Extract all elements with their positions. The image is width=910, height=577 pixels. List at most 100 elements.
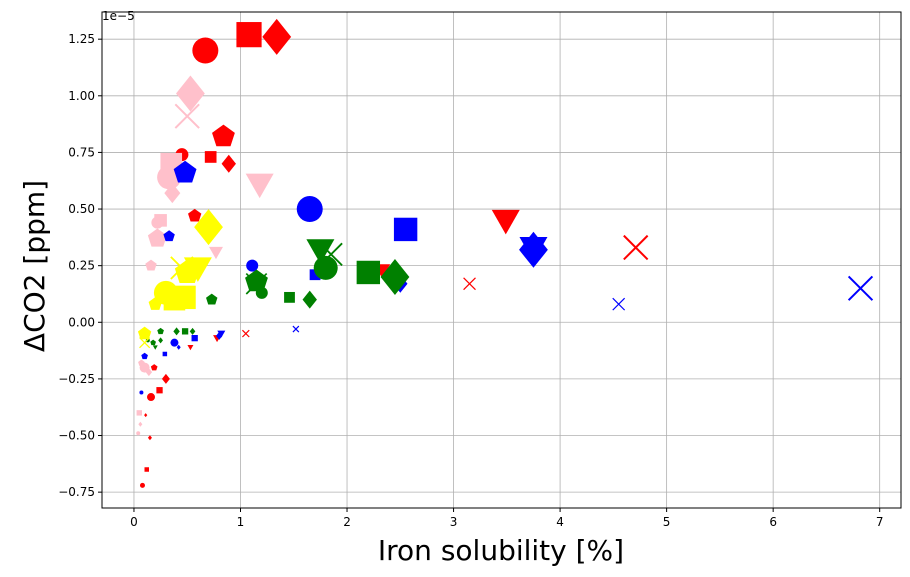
data-point-diamond xyxy=(189,327,196,335)
data-points xyxy=(136,18,874,488)
y-axis-ticks: −0.75 −0.50 −0.25 0.00 0.25 0.50 0.75 1.00 1.25 xyxy=(58,32,102,499)
data-point-circle xyxy=(147,393,156,402)
data-point-pentagon xyxy=(206,293,218,305)
x-tick-label: 7 xyxy=(876,515,884,529)
data-point-diamond xyxy=(380,258,410,295)
data-point-square xyxy=(309,269,321,281)
y-tick-label: −0.25 xyxy=(58,372,95,386)
data-point-triangle_down xyxy=(187,344,194,351)
data-point-triangle_down xyxy=(491,209,520,235)
y-axis-offset-label: 1e−5 xyxy=(102,9,135,23)
data-point-diamond xyxy=(161,373,170,384)
data-point-diamond xyxy=(138,421,143,427)
data-point-pentagon xyxy=(137,326,152,340)
y-tick-label: 0.25 xyxy=(68,259,95,273)
data-point-pentagon xyxy=(148,297,162,310)
data-point-diamond xyxy=(302,290,317,309)
y-tick-label: 1.00 xyxy=(68,89,95,103)
y-tick-label: 0.75 xyxy=(68,145,95,159)
data-point-x xyxy=(623,234,649,261)
y-tick-label: 0.50 xyxy=(68,202,95,216)
x-tick-label: 1 xyxy=(237,515,245,529)
data-point-circle xyxy=(192,37,219,64)
data-point-circle xyxy=(139,390,144,395)
data-point-x xyxy=(292,325,300,333)
data-point-pentagon xyxy=(212,124,235,147)
data-point-diamond xyxy=(194,209,223,246)
data-point-x xyxy=(241,329,250,338)
data-point-diamond xyxy=(173,327,180,336)
data-point-diamond xyxy=(262,18,292,55)
data-point-diamond xyxy=(176,75,205,112)
data-point-diamond xyxy=(144,413,148,418)
data-point-circle xyxy=(246,259,259,272)
data-point-circle xyxy=(170,338,179,347)
data-point-diamond xyxy=(145,368,153,377)
data-point-pentagon xyxy=(245,269,268,292)
data-point-triangle_down xyxy=(306,239,335,264)
data-point-circle xyxy=(136,431,141,436)
data-point-circle xyxy=(296,196,323,223)
data-point-circle xyxy=(151,216,164,229)
data-point-square xyxy=(156,387,163,394)
data-point-diamond xyxy=(215,331,223,340)
grid xyxy=(102,12,901,508)
data-point-diamond xyxy=(158,337,163,344)
data-point-pentagon xyxy=(147,228,167,247)
data-point-circle xyxy=(139,482,145,488)
data-point-square xyxy=(204,151,217,163)
data-point-pentagon xyxy=(150,364,158,371)
x-tick-label: 2 xyxy=(343,515,351,529)
data-point-square xyxy=(172,285,196,310)
data-point-circle xyxy=(145,338,150,343)
data-point-pentagon xyxy=(145,259,157,271)
data-point-diamond xyxy=(221,154,236,173)
data-point-pentagon xyxy=(138,359,145,366)
data-point-square xyxy=(181,328,189,335)
data-point-square xyxy=(356,260,381,285)
y-axis-label: ΔCO2 [ppm] xyxy=(18,180,51,352)
y-tick-label: 0.00 xyxy=(68,315,95,329)
data-point-diamond xyxy=(176,344,181,350)
x-tick-label: 4 xyxy=(556,515,564,529)
data-point-pentagon xyxy=(163,230,175,242)
x-tick-label: 0 xyxy=(130,515,138,529)
data-point-triangle_down xyxy=(183,257,212,282)
x-tick-label: 6 xyxy=(769,515,777,529)
x-tick-label: 3 xyxy=(450,515,458,529)
y-tick-label: −0.75 xyxy=(58,485,95,499)
data-point-x xyxy=(463,277,476,291)
data-point-square xyxy=(393,217,418,242)
data-point-x xyxy=(847,275,874,301)
data-point-x xyxy=(139,337,151,349)
data-point-square xyxy=(236,22,262,48)
data-point-x xyxy=(174,103,200,129)
data-point-circle xyxy=(255,286,268,299)
data-point-pentagon xyxy=(141,352,148,360)
data-point-square xyxy=(284,291,295,303)
data-point-x xyxy=(612,297,626,311)
data-point-diamond xyxy=(519,231,548,268)
data-point-x xyxy=(170,256,194,280)
y-tick-label: −0.50 xyxy=(58,429,95,443)
data-point-pentagon xyxy=(188,208,202,222)
plot-frame xyxy=(101,11,902,509)
y-tick-label: 1.25 xyxy=(68,32,95,46)
data-point-x xyxy=(319,242,343,267)
data-point-pentagon xyxy=(173,160,197,183)
data-point-pentagon xyxy=(150,339,156,346)
x-tick-label: 5 xyxy=(663,515,671,529)
x-axis-ticks: 0 1 2 3 4 5 6 7 xyxy=(130,508,884,529)
x-axis-label: Iron solubility [%] xyxy=(378,534,624,567)
data-point-pentagon xyxy=(157,327,164,335)
data-point-square xyxy=(144,467,149,472)
data-point-square xyxy=(136,410,142,416)
data-point-square xyxy=(162,351,168,357)
data-point-square xyxy=(191,334,198,342)
data-point-diamond xyxy=(164,183,181,204)
data-point-triangle_down xyxy=(245,173,274,199)
data-point-diamond xyxy=(147,435,152,441)
data-point-triangle_down xyxy=(152,345,158,350)
data-point-triangle_down xyxy=(208,246,223,260)
